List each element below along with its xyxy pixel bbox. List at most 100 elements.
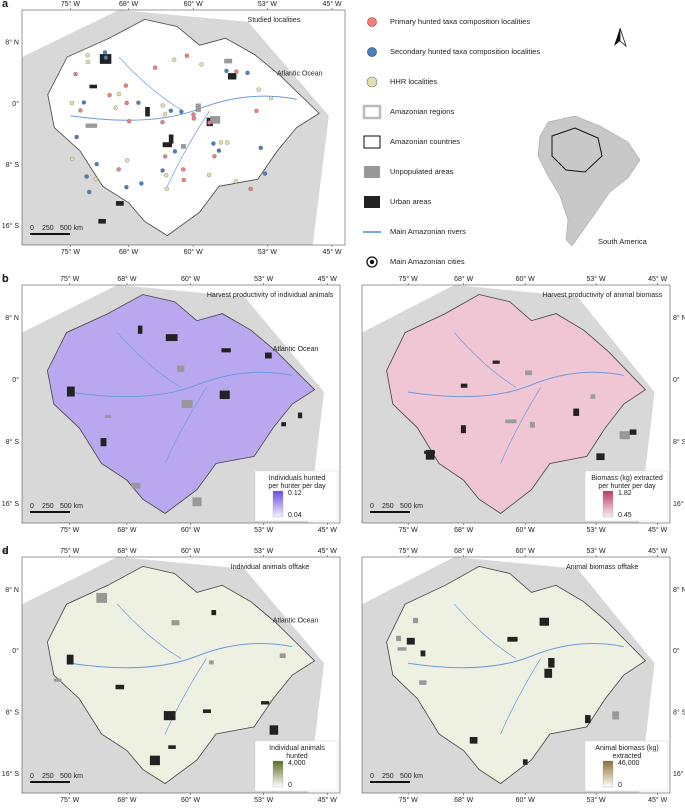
scale-label: 0 xyxy=(30,503,34,510)
urban-area xyxy=(297,412,303,419)
amazon-region xyxy=(386,294,647,514)
unpopulated-area xyxy=(195,103,201,112)
river xyxy=(408,643,624,669)
lon-label: 75° W xyxy=(399,526,419,534)
scale-label: 500 km xyxy=(60,503,83,510)
urban-area xyxy=(227,73,237,80)
locality xyxy=(116,167,121,172)
locality xyxy=(123,83,129,88)
urban-area xyxy=(163,711,176,721)
lon-label: 53° W xyxy=(254,547,274,555)
scale-label: 250 xyxy=(42,503,54,510)
lon-label: 60° W xyxy=(516,526,536,534)
locality xyxy=(102,50,108,55)
urban-area xyxy=(629,429,637,435)
lat-label: 8° N xyxy=(5,586,19,594)
urban-area xyxy=(507,636,518,642)
lon-label: 60° W xyxy=(184,0,204,8)
urban-area xyxy=(469,736,478,744)
urban-area xyxy=(211,610,217,616)
panel-title: Harvest productivity of animal biomass xyxy=(542,292,662,299)
unpopulated-area xyxy=(181,399,193,409)
unpopulated-area xyxy=(419,680,427,685)
urban-area xyxy=(149,755,160,766)
locality xyxy=(113,105,118,110)
panel-title: Individual animals offtake xyxy=(231,564,310,571)
lon-label: 45° W xyxy=(318,796,338,804)
urban-area xyxy=(585,715,591,724)
lon-label: 75° W xyxy=(399,796,419,804)
urban-area xyxy=(98,218,106,224)
lon-label: 45° W xyxy=(318,526,338,534)
lat-label: 8° S xyxy=(673,709,685,717)
urban-area xyxy=(137,325,143,334)
map xyxy=(362,557,670,793)
locality xyxy=(152,65,158,70)
locality xyxy=(181,167,186,172)
river xyxy=(408,371,624,398)
lon-label: 75° W xyxy=(399,275,419,283)
locality xyxy=(172,149,178,154)
hhr-symbol xyxy=(366,76,378,88)
river xyxy=(69,371,293,398)
ocean-label: Atlantic Ocean xyxy=(277,70,323,77)
lon-label: 53° W xyxy=(587,547,607,555)
scale-bar xyxy=(30,781,70,783)
locality xyxy=(224,68,229,74)
panel: d Individual animals offtake Atlantic Ocea… xyxy=(2,545,341,804)
north-arrow-right xyxy=(619,27,627,48)
scale-label: 500 km xyxy=(400,503,423,510)
scale-bar xyxy=(30,233,70,235)
lat-label: 8° S xyxy=(673,438,685,446)
locality xyxy=(262,171,268,176)
frame xyxy=(361,284,671,524)
panel-letter: b xyxy=(2,273,9,285)
lon-label: 53° W xyxy=(254,796,274,804)
unpopulated-area xyxy=(131,482,141,489)
lon-label: 60° W xyxy=(516,796,536,804)
locality xyxy=(85,53,90,58)
lon-label: 60° W xyxy=(181,796,201,804)
locality xyxy=(245,70,250,75)
legend-label: Main Amazonian rivers xyxy=(390,227,466,236)
locality xyxy=(216,148,222,153)
unpopulated-area xyxy=(619,431,630,440)
inset-continent xyxy=(537,115,641,247)
unpopulated-symbol xyxy=(364,166,380,178)
panel: a Studied localities Atlantic Ocean 75° W 75… xyxy=(2,0,346,256)
legend-label: Amazonian countries xyxy=(390,137,460,146)
river xyxy=(454,603,517,659)
north-arrow-left xyxy=(614,28,620,46)
locality xyxy=(94,161,99,167)
scale-bar xyxy=(30,511,70,513)
lon-label: 53° W xyxy=(587,275,607,283)
locality xyxy=(179,109,184,114)
locality xyxy=(207,120,212,125)
colorbar-max: 1.82 xyxy=(618,490,632,497)
locality xyxy=(258,145,263,151)
locality xyxy=(81,100,87,105)
locality xyxy=(233,179,238,184)
scale-label: 0 xyxy=(30,773,34,780)
panel: b Harvest productivity of individual anim… xyxy=(2,273,341,534)
lon-label: 45° W xyxy=(648,275,668,283)
unpopulated-area xyxy=(192,497,202,507)
map xyxy=(22,285,340,523)
legend-label: Unpopulated areas xyxy=(390,167,454,176)
lon-label: 60° W xyxy=(181,547,201,555)
panel-letter: e xyxy=(2,545,8,557)
urban-area xyxy=(165,334,178,342)
unpopulated-area xyxy=(529,421,535,428)
urban-area xyxy=(162,142,173,148)
scale-label: 500 km xyxy=(60,773,83,780)
lat-label: 0° xyxy=(12,647,19,655)
locality xyxy=(126,119,132,124)
scale-label: 500 km xyxy=(60,225,83,232)
unpopulated-area xyxy=(396,635,402,642)
frame xyxy=(21,284,341,524)
lon-label: 45° W xyxy=(318,275,338,283)
locality xyxy=(74,134,79,140)
urban-area xyxy=(269,725,279,735)
amazon-region xyxy=(47,18,320,237)
panel: e Animal biomass offtake 75° W 75° W 68° W 68… xyxy=(2,545,685,804)
